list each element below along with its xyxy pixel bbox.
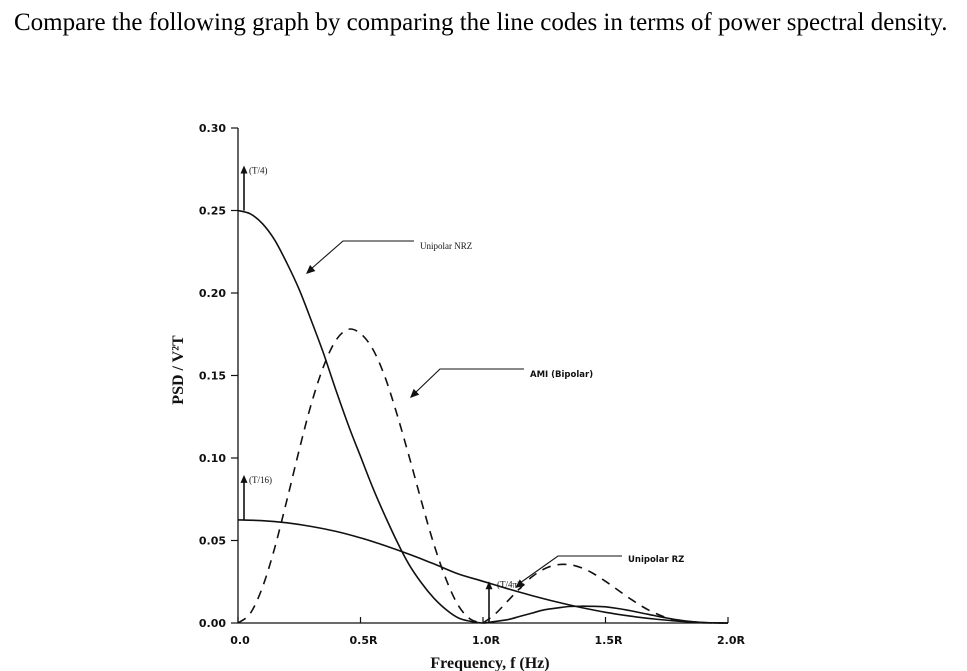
annotation-leader [414, 368, 524, 394]
annotation-arrowhead [410, 388, 420, 398]
y-tick-label: 0.25 [199, 205, 226, 218]
impulse-label: (T/4π²) [497, 579, 523, 589]
question-text: Compare the following graph by comparing… [14, 9, 948, 36]
series-annotation-label: Unipolar RZ [628, 555, 684, 565]
annotation-leader [310, 240, 414, 270]
chart-annotations: Unipolar NRZ AMI (Bipolar) Unipolar RZ [306, 240, 684, 588]
impulse-arrowhead [485, 581, 493, 590]
annotation-arrowhead [306, 265, 316, 274]
x-tick-label: 0.5R [350, 634, 378, 647]
series-line-3 [482, 563, 728, 624]
x-tick-label: 0.0 [230, 634, 250, 647]
y-tick-label: 0.30 [199, 122, 226, 135]
impulse-label: (T/16) [249, 475, 272, 485]
y-tick-label: 0.15 [199, 370, 226, 383]
y-axis-title: PSD / V²T [170, 335, 187, 405]
series-line-2 [237, 519, 729, 624]
x-tick-label: 2.0R [717, 634, 745, 647]
y-tick-label: 0.20 [199, 287, 226, 300]
chart-impulses: (T/4) (T/16) (T/4π²) [240, 165, 523, 623]
y-tick-label: 0.10 [199, 452, 226, 465]
impulse-arrowhead [240, 165, 248, 174]
impulse-label: (T/4) [249, 166, 268, 176]
y-tick-label: 0.00 [199, 617, 226, 630]
series-annotation-label: Unipolar NRZ [420, 241, 472, 251]
y-tick-label: 0.05 [199, 535, 226, 548]
x-tick-label: 1.0R [472, 634, 500, 647]
impulse-arrowhead [240, 474, 248, 483]
annotation-arrowhead [515, 579, 525, 588]
chart-axes: 0.00 0.05 0.10 0.15 0.20 0.25 0.30 0.0 0.5R 1.0R 1… [199, 122, 746, 647]
series-annotation-label: AMI (Bipolar) [530, 370, 593, 380]
x-tick-label: 1.5R [595, 634, 623, 647]
annotation-leader [519, 555, 622, 584]
series-line-1 [237, 328, 484, 624]
x-axis-title: Frequency, f (Hz) [430, 655, 549, 671]
